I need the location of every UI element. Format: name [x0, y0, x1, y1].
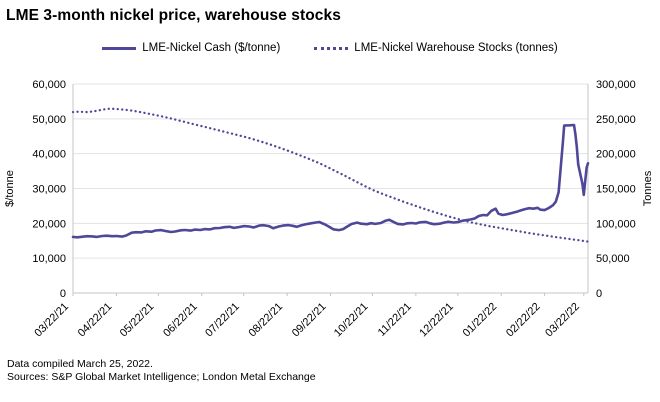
right-axis-tick-label: 300,000	[596, 79, 636, 91]
dotted-line-swatch-icon	[314, 46, 349, 50]
nickel-price-chart: 0 10,000 20,000 30,000 40,000 50,000 60,000 0 50…	[4, 79, 654, 340]
right-axis-tick-label: 200,000	[596, 149, 636, 161]
left-axis-tick-label: 30,000	[32, 184, 66, 196]
right-axis-tick-label: 0	[596, 288, 602, 300]
left-axis-tick-label: 40,000	[32, 149, 66, 161]
x-axis-tick-label: 05/22/21	[118, 301, 157, 340]
legend-item-stocks: LME-Nickel Warehouse Stocks (tonnes)	[314, 42, 558, 54]
x-axis-tick-label: 01/22/22	[461, 301, 500, 340]
footer-sources: Sources: S&P Global Market Intelligence;…	[7, 371, 316, 383]
legend-label-cash: LME-Nickel Cash ($/tonne)	[142, 42, 281, 54]
x-axis-tick-label: 10/22/21	[332, 301, 371, 340]
left-axis-tick-label: 10,000	[32, 253, 66, 265]
x-axis-tick-label: 07/22/21	[203, 301, 242, 340]
x-axis-tick-label: 02/22/22	[504, 301, 543, 340]
x-axis-tick-label: 03/22/21	[32, 301, 71, 340]
x-axis-tick-label: 11/22/21	[376, 301, 414, 339]
x-axis-tick-label: 12/22/21	[417, 301, 456, 340]
nickel-cash-line	[71, 123, 590, 239]
right-axis-title: Tonnes	[642, 170, 654, 206]
right-axis-tick-label: 50,000	[596, 253, 630, 265]
x-axis-tick-label: 04/22/21	[76, 301, 115, 340]
legend-item-cash: LME-Nickel Cash ($/tonne)	[102, 42, 280, 54]
x-axis-tick-label: 06/22/21	[161, 301, 200, 340]
right-axis-tick-label: 100,000	[596, 218, 636, 230]
x-axis-tick-label: 08/22/21	[246, 301, 285, 340]
chart-footer: Data compiled March 25, 2022. Sources: S…	[7, 358, 316, 384]
left-axis-title: $/tonne	[4, 170, 16, 207]
right-axis-tick-label: 250,000	[596, 114, 636, 126]
page-title: LME 3-month nickel price, warehouse stoc…	[6, 7, 341, 24]
x-axis-tick-label: 09/22/21	[290, 301, 329, 340]
right-axis-tick-label: 150,000	[596, 184, 636, 196]
legend-label-stocks: LME-Nickel Warehouse Stocks (tonnes)	[354, 42, 558, 54]
chart-legend: LME-Nickel Cash ($/tonne) LME-Nickel War…	[0, 42, 660, 54]
x-axis-tick-label: 03/22/22	[543, 301, 582, 340]
warehouse-stocks-line	[71, 107, 590, 243]
footer-compiled-date: Data compiled March 25, 2022.	[7, 358, 153, 370]
left-axis-tick-label: 0	[60, 288, 66, 300]
left-axis-tick-label: 50,000	[32, 114, 66, 126]
left-axis-tick-label: 60,000	[32, 79, 66, 91]
solid-line-swatch-icon	[102, 46, 137, 50]
left-axis-tick-label: 20,000	[32, 218, 66, 230]
